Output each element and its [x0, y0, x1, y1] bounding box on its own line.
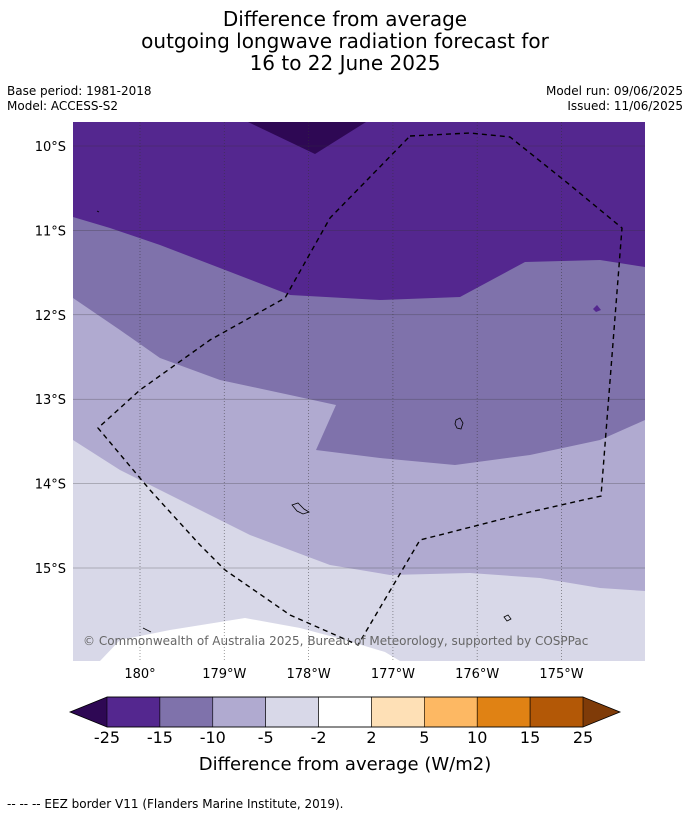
- colorbar-tick-label: 10: [467, 728, 487, 747]
- meta-left: Base period: 1981-2018 Model: ACCESS-S2: [7, 84, 152, 114]
- colorbar-outline: [68, 696, 622, 728]
- title-line-2: outgoing longwave radiation forecast for: [141, 29, 549, 53]
- title-line-1: Difference from average: [222, 7, 468, 31]
- colorbar-tick-label: 2: [366, 728, 376, 747]
- colorbar-segment: [529, 696, 584, 728]
- colorbar-tick-label: -2: [311, 728, 327, 747]
- band-lt-m25: [248, 122, 366, 154]
- copyright-text: © Commonwealth of Australia 2025, Bureau…: [83, 634, 588, 648]
- colorbar-segment: [371, 696, 425, 728]
- colorbar-segment: [265, 696, 319, 728]
- lon-tick-label: 176°W: [455, 667, 499, 682]
- colorbar-tick-label: 5: [419, 728, 429, 747]
- island-outline: [142, 627, 152, 633]
- lon-tick-label: 177°W: [371, 667, 415, 682]
- colorbar-segment: [106, 696, 161, 728]
- anomaly-field: [73, 122, 645, 661]
- colorbar-over-arrow: [583, 697, 620, 727]
- longitude-labels: 180° 179°W 178°W 177°W 176°W 175°W: [124, 667, 583, 682]
- islands: [96, 210, 512, 633]
- colorbar-tick-label: -15: [147, 728, 173, 747]
- colorbar-under-arrow: [70, 697, 107, 727]
- colorbar-tick-label: 15: [520, 728, 540, 747]
- colorbar-tick-label: -25: [94, 728, 120, 747]
- meta-right: Model run: 09/06/2025 Issued: 11/06/2025: [546, 84, 683, 114]
- island-outline: [454, 417, 464, 430]
- colorbar-tick-label: 25: [573, 728, 593, 747]
- colorbar-segment: [318, 696, 372, 728]
- colorbar-tick-label: -10: [200, 728, 226, 747]
- island-outline: [291, 502, 310, 515]
- eez-border: [97, 132, 623, 646]
- lon-tick-label: 179°W: [202, 667, 246, 682]
- colorbar-segment: [424, 696, 478, 728]
- base-period: Base period: 1981-2018: [7, 84, 152, 98]
- band-m25-m15: [73, 122, 645, 300]
- colorbar-title: Difference from average (W/m2): [199, 754, 491, 775]
- colorbar-segment: [212, 696, 266, 728]
- latitude-labels: 10°S 11°S 12°S 13°S 14°S 15°S: [35, 140, 66, 577]
- lon-tick-label: 178°W: [287, 667, 331, 682]
- island-outline: [96, 210, 100, 213]
- colorbar-segment: [159, 696, 214, 728]
- issued-date: Issued: 11/06/2025: [567, 99, 683, 113]
- band-m2-2: [100, 618, 400, 661]
- chart-title: Difference from average outgoing longwav…: [0, 8, 690, 74]
- lon-tick-label: 175°W: [539, 667, 583, 682]
- colorbar-tick-label: -5: [258, 728, 274, 747]
- lat-tick-label: 14°S: [35, 478, 66, 493]
- colorbar-segment: [476, 696, 531, 728]
- model-name: Model: ACCESS-S2: [7, 99, 119, 113]
- lat-tick-label: 12°S: [35, 309, 66, 324]
- gridlines: [73, 122, 645, 661]
- model-run: Model run: 09/06/2025: [545, 84, 683, 98]
- colorbar: -25 -15 -10 -5 -2 2 5 10 15 25 Difference from av…: [68, 696, 622, 775]
- island-outline: [503, 614, 512, 622]
- eez-border-line: [97, 132, 623, 646]
- colorbar-segments: [106, 696, 584, 728]
- lat-tick-label: 11°S: [35, 224, 66, 239]
- forecast-map: 10°S11°S12°S13°S14°S15°S 180° 179°W 178°W 1…: [35, 122, 645, 775]
- title-line-3: 16 to 22 June 2025: [249, 51, 441, 75]
- colorbar-labels: -25 -15 -10 -5 -2 2 5 10 15 25: [94, 728, 593, 747]
- eez-footnote: -- -- -- EEZ border V11 (Flanders Marine…: [7, 797, 344, 811]
- lat-tick-label: 15°S: [35, 562, 66, 577]
- islet-purple: [593, 305, 601, 312]
- lat-tick-label: 10°S: [35, 140, 66, 155]
- lon-tick-label: 180°: [124, 667, 155, 682]
- lat-tick-label: 13°S: [35, 393, 66, 408]
